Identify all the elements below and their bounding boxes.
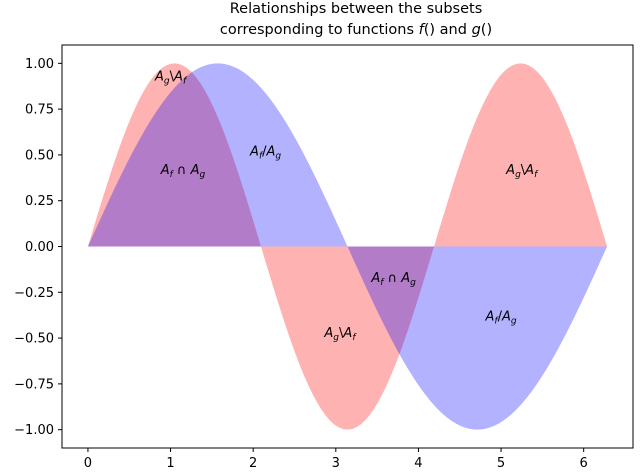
chart-title-line-1: Relationships between the subsets (230, 1, 483, 17)
y-tick-label: −0.75 (14, 377, 54, 392)
x-tick-label: 1 (166, 456, 174, 471)
region-annotation: Ag​\Af​ (154, 70, 188, 87)
x-tick-label: 5 (497, 456, 505, 471)
y-axis: 1.00 0.75 0.50 0.25 0.00 −0.25 −0.50 −0.75 −1.00 (14, 57, 62, 438)
y-tick-label: 0.50 (25, 148, 54, 163)
region-annotation: Af​ ∩ Ag​ (370, 271, 416, 288)
y-tick-label: −0.50 (14, 332, 54, 347)
region-annotations: Ag​\Af​ Af​ ∩ Ag​ Af​/Ag​ Af​ ∩ Ag​ Ag​\Af​ A… (154, 70, 539, 343)
area-fills (87, 63, 608, 430)
region-annotation: Af​ ∩ Ag​ (160, 163, 206, 180)
y-tick-label: 0.00 (25, 240, 54, 255)
y-tick-label: 0.75 (25, 103, 54, 118)
x-tick-label: 4 (414, 456, 422, 471)
y-tick-label: 0.25 (25, 194, 54, 209)
x-tick-label: 6 (580, 456, 588, 471)
region-annotation: Af​/Ag​ (249, 145, 281, 162)
y-tick-label: 1.00 (25, 57, 54, 72)
chart-title-line-2: corresponding to functions f() and g() (220, 22, 492, 38)
y-tick-label: −0.25 (14, 286, 54, 301)
region-annotation: Ag​\Af​ (323, 326, 357, 343)
area-series-f (87, 63, 608, 430)
x-axis: 0 1 2 3 4 5 6 (84, 448, 588, 471)
area-series-g (87, 63, 608, 430)
region-annotation: Ag​\Af​ (505, 163, 539, 180)
x-tick-label: 2 (249, 456, 257, 471)
y-tick-label: −1.00 (14, 423, 54, 438)
region-annotation: Af​/Ag​ (485, 310, 517, 327)
x-tick-label: 0 (84, 456, 92, 471)
x-tick-label: 3 (332, 456, 340, 471)
